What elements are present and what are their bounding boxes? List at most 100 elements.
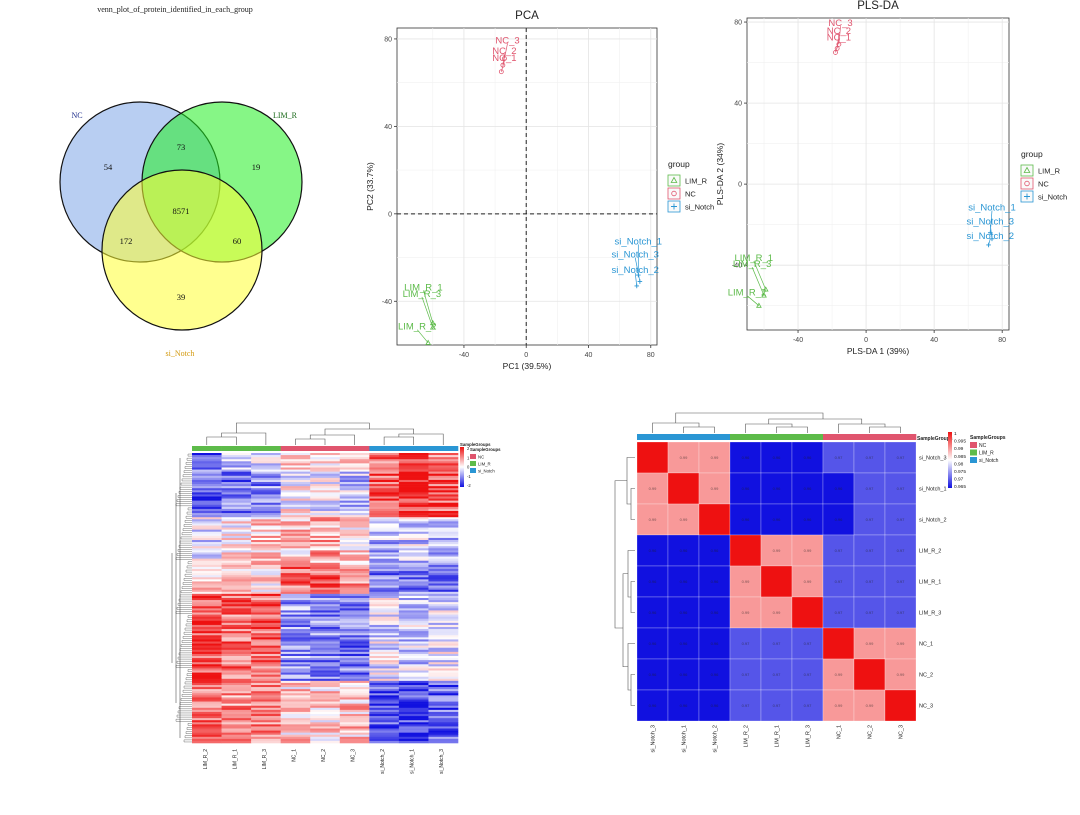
venn-region-count: 8571	[173, 206, 190, 216]
heatmap-cell	[251, 610, 281, 613]
heatmap-cell	[369, 535, 400, 539]
column-label: si_Notch_2	[380, 749, 386, 774]
heatmap-cell	[369, 571, 400, 574]
cell-value: 0.96	[649, 548, 658, 553]
heatmap-cell	[221, 726, 252, 729]
heatmap-cell	[369, 550, 400, 553]
heatmap-cell	[280, 682, 311, 686]
heatmap-cell	[310, 527, 341, 530]
colorbar-tick-label: 2	[467, 446, 470, 451]
heatmap-cell	[280, 595, 311, 599]
row-dendrogram	[627, 550, 635, 598]
heatmap-cell	[251, 645, 281, 649]
x-tick-label: -40	[459, 352, 469, 359]
heatmap-cell	[251, 473, 281, 477]
cell-value: 0.96	[711, 610, 720, 615]
heatmap-cell	[339, 540, 370, 543]
point-connector	[421, 296, 434, 328]
heatmap-cell	[822, 534, 855, 567]
heatmap-cell	[398, 695, 429, 698]
heatmap-cell	[339, 593, 370, 597]
heatmap-cell	[729, 534, 762, 567]
heatmap-cell	[884, 658, 917, 691]
heatmap-cell	[280, 672, 311, 675]
heatmap-cell	[192, 523, 222, 526]
heatmap-cell	[310, 517, 341, 520]
heatmap-cell	[398, 633, 429, 636]
heatmap-cell	[310, 602, 341, 605]
heatmap-cell	[369, 699, 400, 702]
point-connector	[751, 267, 765, 296]
heatmap-cell	[221, 459, 252, 462]
heatmap-cell	[369, 672, 400, 675]
heatmap-cell	[280, 726, 311, 729]
heatmap-cell	[310, 637, 341, 640]
cell-value: 0.96	[773, 486, 782, 491]
heatmap-cell	[221, 550, 252, 553]
heatmap-cell	[339, 680, 370, 684]
heatmap-cell	[280, 564, 311, 568]
heatmap-cell	[192, 587, 222, 591]
heatmap-cell	[251, 616, 281, 620]
heatmap-cell	[280, 699, 311, 702]
heatmap-cell	[398, 620, 429, 624]
heatmap-cell	[251, 651, 281, 655]
heatmap-cell	[192, 610, 222, 613]
column-label: NC_1	[291, 749, 297, 762]
heatmap-cell	[310, 643, 341, 646]
heatmap-cell	[221, 635, 252, 638]
heatmap-cell	[428, 662, 459, 665]
heatmap-cell	[251, 718, 281, 721]
heatmap-cell	[398, 513, 429, 516]
heatmap-cell	[760, 627, 793, 660]
heatmap-cell	[369, 477, 400, 481]
point-connector	[753, 260, 767, 290]
heatmap-cell	[398, 589, 429, 593]
y-axis-label: PC2 (33.7%)	[365, 162, 375, 211]
heatmap-cell	[428, 465, 459, 468]
heatmap-cell	[398, 682, 429, 686]
heatmap-cell	[280, 492, 311, 495]
heatmap-cell	[428, 610, 459, 613]
heatmap-cell	[339, 687, 370, 690]
heatmap-cell	[251, 519, 281, 522]
heatmap-cell	[251, 734, 281, 738]
correlation-heatmap: 0.99 0.99 0.96 0.96 0.96 0.97 0.97 0.970.99 0.99…	[614, 412, 1006, 753]
column-dendrogram	[236, 422, 370, 433]
heatmap-cell	[251, 556, 281, 559]
colorbar	[460, 447, 464, 487]
heatmap-cell	[398, 484, 429, 487]
heatmap-cell	[369, 680, 400, 684]
heatmap-cell	[310, 695, 341, 698]
heatmap-cell	[221, 548, 252, 551]
heatmap-cell	[428, 511, 459, 514]
point-connector	[504, 43, 508, 59]
heatmap-cell	[428, 614, 459, 617]
heatmap-cell	[339, 660, 370, 663]
heatmap-cell	[339, 612, 370, 615]
heatmap-cell	[369, 583, 400, 586]
heatmap-cell	[369, 649, 400, 653]
venn-diagram: venn_plot_of_protein_identified_in_each_…	[59, 5, 303, 358]
heatmap-cell	[698, 534, 731, 567]
heatmap-cell	[280, 550, 311, 553]
heatmap-cell	[251, 624, 281, 628]
heatmap-cell	[221, 724, 252, 727]
heatmap-cell	[280, 627, 311, 630]
heatmap-cell	[398, 637, 429, 640]
cell-value: 0.97	[835, 455, 844, 460]
heatmap-cell	[192, 566, 222, 570]
heatmap-cell	[339, 513, 370, 516]
heatmap-cell	[428, 517, 459, 520]
heatmap-cell	[310, 486, 341, 489]
heatmap-cell	[310, 506, 341, 510]
heatmap-cell	[339, 488, 370, 491]
heatmap-cell	[398, 730, 429, 733]
heatmap-cell	[221, 566, 252, 570]
heatmap-cell	[636, 503, 669, 536]
y-tick-label: -40	[732, 263, 742, 270]
heatmap-cell	[398, 511, 429, 514]
venn-region-count: 54	[104, 162, 113, 172]
heatmap-cell	[192, 484, 222, 487]
heatmap-cell	[369, 521, 400, 524]
